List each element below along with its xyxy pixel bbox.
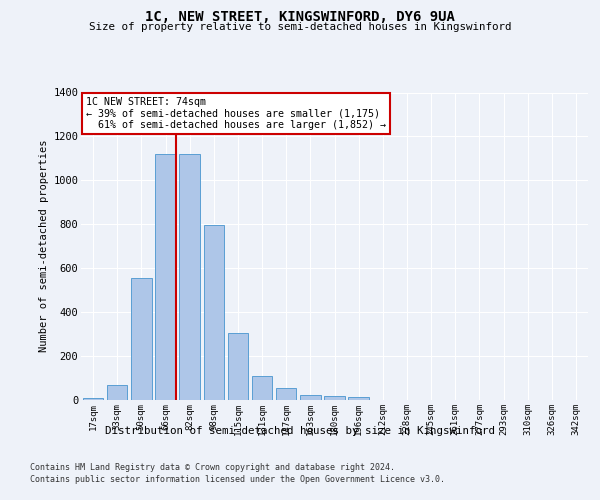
Bar	[300, 394, 320, 400]
Bar	[324, 396, 345, 400]
Bar	[252, 376, 272, 400]
Text: Size of property relative to semi-detached houses in Kingswinford: Size of property relative to semi-detach…	[89, 22, 511, 32]
Text: Contains HM Land Registry data © Crown copyright and database right 2024.: Contains HM Land Registry data © Crown c…	[30, 462, 395, 471]
Bar	[155, 154, 176, 400]
Bar	[83, 398, 103, 400]
Bar	[179, 154, 200, 400]
Bar	[107, 385, 127, 400]
Bar	[203, 226, 224, 400]
Bar	[349, 398, 369, 400]
Text: Distribution of semi-detached houses by size in Kingswinford: Distribution of semi-detached houses by …	[105, 426, 495, 436]
Text: 1C, NEW STREET, KINGSWINFORD, DY6 9UA: 1C, NEW STREET, KINGSWINFORD, DY6 9UA	[145, 10, 455, 24]
Bar	[227, 333, 248, 400]
Bar	[131, 278, 152, 400]
Bar	[276, 388, 296, 400]
Text: 1C NEW STREET: 74sqm
← 39% of semi-detached houses are smaller (1,175)
  61% of : 1C NEW STREET: 74sqm ← 39% of semi-detac…	[86, 97, 386, 130]
Y-axis label: Number of semi-detached properties: Number of semi-detached properties	[39, 140, 49, 352]
Text: Contains public sector information licensed under the Open Government Licence v3: Contains public sector information licen…	[30, 475, 445, 484]
